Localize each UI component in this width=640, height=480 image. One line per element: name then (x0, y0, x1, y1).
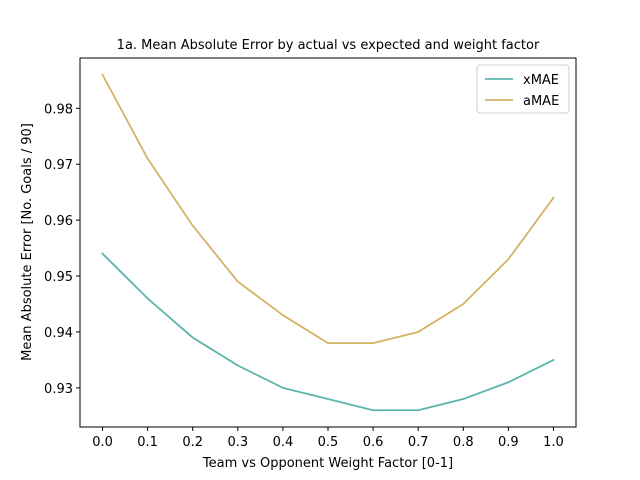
x-tick-label: 0.8 (453, 435, 474, 450)
chart-title: 1a. Mean Absolute Error by actual vs exp… (117, 38, 540, 53)
legend-box (476, 64, 570, 114)
y-tick-label: 0.94 (44, 326, 73, 341)
plot-area: 0.0 0.1 0.2 0.3 0.4 0.5 0.6 0.7 0.8 0.9 1.0 0.93 0.9… (44, 57, 577, 450)
y-tick-label: 0.93 (44, 382, 73, 397)
y-axis-label: Mean Absolute Error [No. Goals / 90] (20, 123, 35, 361)
series-line-amae (101, 73, 555, 345)
legend-label-xmae: xMAE (523, 73, 559, 88)
legend: xMAE aMAE (476, 64, 570, 114)
x-tick-label: 0.2 (182, 435, 203, 450)
x-tick-label: 0.4 (273, 435, 294, 450)
series-line-xmae (101, 252, 555, 412)
y-tick-label: 0.98 (44, 102, 73, 117)
y-tick-label: 0.95 (44, 270, 73, 285)
x-tick-label: 0.9 (498, 435, 519, 450)
x-tick-label: 0.6 (363, 435, 384, 450)
x-tick-label: 0.1 (137, 435, 158, 450)
x-tick-label: 1.0 (543, 435, 564, 450)
x-tick-label: 0.3 (227, 435, 248, 450)
x-axis-label: Team vs Opponent Weight Factor [0-1] (202, 456, 453, 471)
x-tick-label: 0.5 (318, 435, 339, 450)
x-tick-label: 0.7 (408, 435, 429, 450)
legend-label-amae: aMAE (523, 94, 559, 109)
y-tick-label: 0.97 (44, 158, 73, 173)
x-tick-label: 0.0 (92, 435, 113, 450)
y-tick-label: 0.96 (44, 214, 73, 229)
